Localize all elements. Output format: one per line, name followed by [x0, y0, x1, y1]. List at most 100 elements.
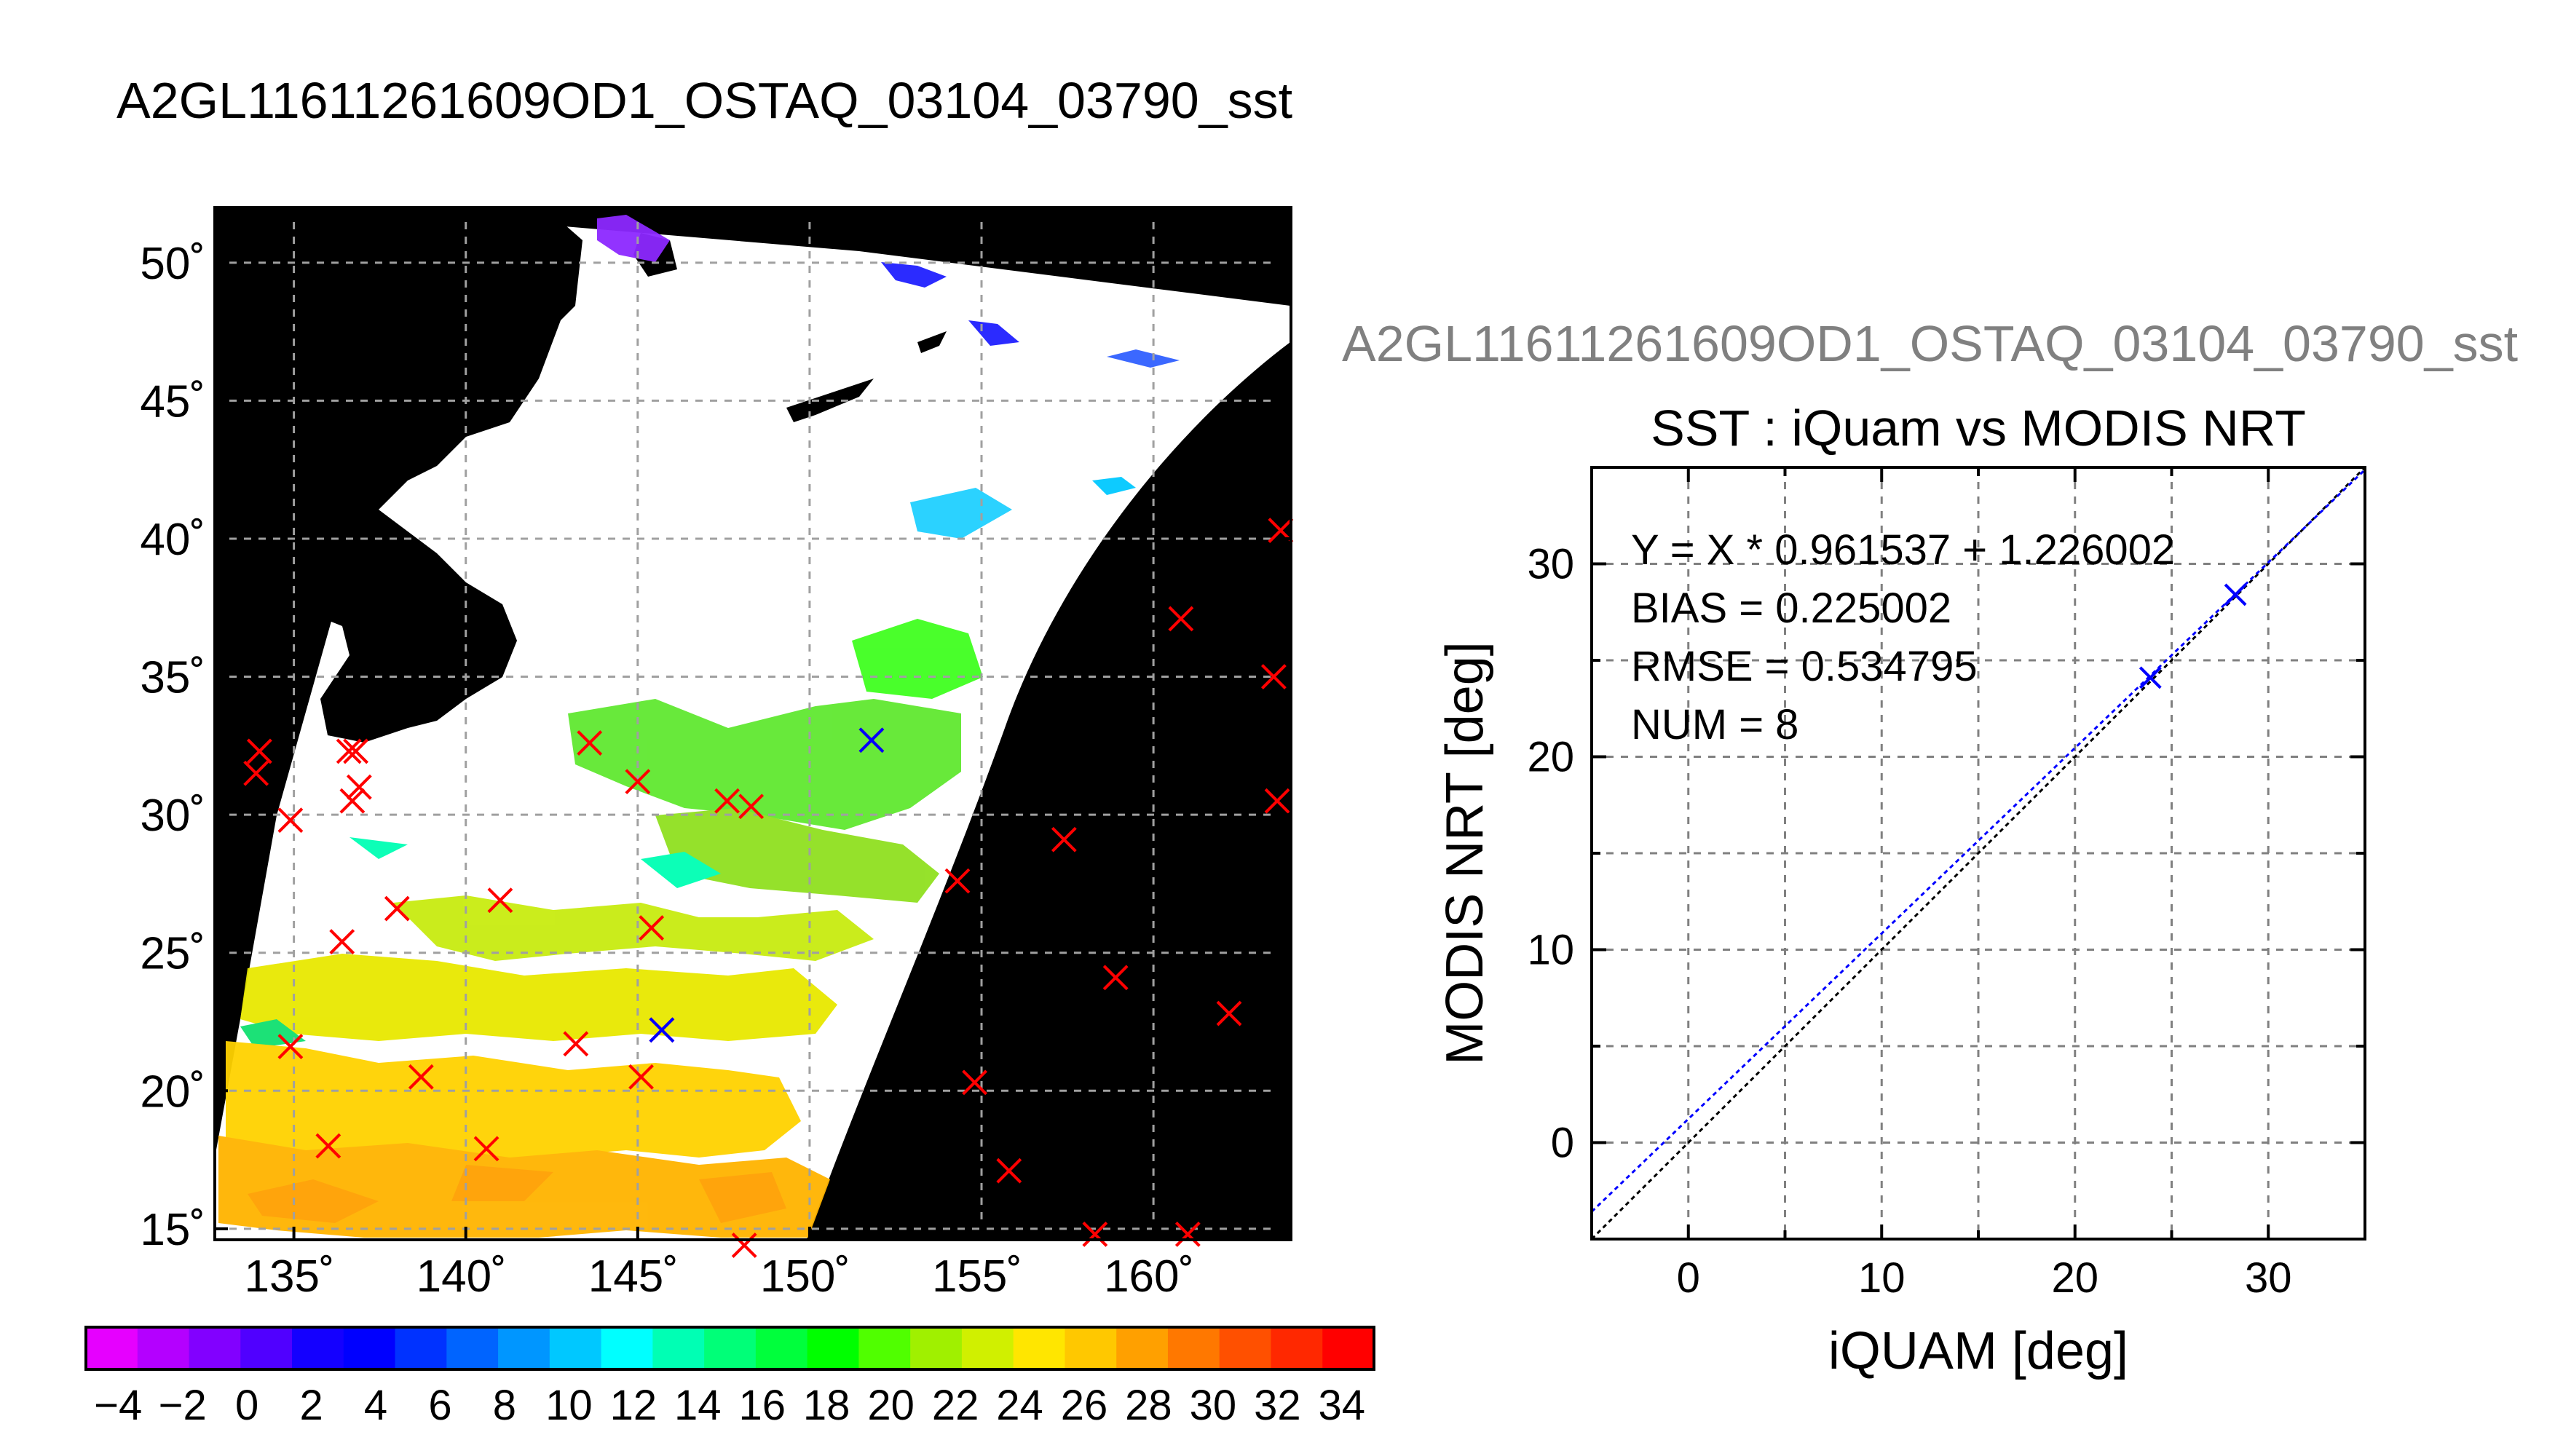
- scatter-annotations: Y = X * 0.961537 + 1.226002 BIAS = 0.2250…: [1631, 526, 2175, 748]
- colorbar-label: 22: [932, 1382, 979, 1429]
- colorbar-cell: [755, 1327, 808, 1369]
- map-lon-label: 145˚: [588, 1251, 679, 1302]
- scatter-y-tick-labels: 0 10 20 30: [1527, 541, 1574, 1167]
- scatter-ticks: [1590, 466, 2366, 1241]
- map-marker-0-0-stroke-b: [246, 738, 272, 764]
- colorbar-cell: [498, 1327, 550, 1369]
- colorbar-cell: [961, 1327, 1014, 1369]
- scatter-x-tick-label: 30: [2245, 1254, 2292, 1302]
- colorbar-label: 4: [364, 1382, 387, 1429]
- map-markers: [243, 518, 1294, 1258]
- map-marker-0-7: [384, 895, 410, 922]
- colorbar-cell: [549, 1327, 602, 1369]
- colorbar-cell: [1167, 1327, 1220, 1369]
- scatter-x-tick-label: 0: [1677, 1254, 1700, 1302]
- map-marker-0-1: [243, 760, 269, 786]
- map-marker-1-0-stroke-b: [858, 727, 885, 753]
- colorbar-label: 10: [545, 1382, 593, 1429]
- map-marker-0-1-stroke-b: [243, 760, 269, 786]
- map-lat-label: 50˚: [140, 239, 205, 289]
- map-marker-0-24-stroke-b: [277, 1034, 304, 1060]
- map-marker-0-16-stroke-b: [944, 868, 971, 894]
- map-marker-0-20-stroke-b: [1168, 606, 1194, 632]
- sst-colorbar: −4 −2 0 2 4 6 8 10 12 14 16 18 20 22 24 26 28 30 32 34: [84, 1326, 1375, 1429]
- colorbar-cell: [189, 1327, 242, 1369]
- scatter-annotation: RMSE = 0.534795: [1631, 643, 1978, 690]
- map-marker-0-32-stroke-b: [996, 1158, 1022, 1184]
- map-marker-0-22: [1260, 664, 1287, 689]
- colorbar-label: 20: [867, 1382, 915, 1429]
- map-marker-0-6: [339, 788, 366, 814]
- map-marker-0-31: [962, 1069, 987, 1096]
- scatter-annotation: NUM = 8: [1631, 701, 1798, 748]
- identity-line: [1592, 467, 2365, 1239]
- scatter-point-0-stroke-b: [2139, 666, 2162, 689]
- map-marker-0-11-stroke-b: [625, 769, 651, 795]
- colorbar-cell: [858, 1327, 912, 1369]
- map-marker-0-25: [408, 1064, 434, 1090]
- colorbar-label: 6: [428, 1382, 451, 1429]
- map-marker-0-18-stroke-b: [1102, 965, 1129, 991]
- map-marker-0-31-stroke-b: [962, 1069, 987, 1096]
- map-ticks: [215, 207, 1291, 1240]
- map-marker-0-25-stroke-b: [408, 1064, 434, 1090]
- map-marker-0-24: [277, 1034, 304, 1060]
- scatter-point-1-stroke-b: [2224, 583, 2247, 606]
- colorbar-cell: [137, 1327, 190, 1369]
- map-marker-0-26: [315, 1133, 341, 1159]
- map-marker-0-4-stroke-b: [343, 738, 369, 764]
- page-title: A2GL11611261609OD1_OSTAQ_03104_03790_sst: [117, 72, 1293, 129]
- map-marker-0-23-stroke-b: [1264, 788, 1290, 814]
- colorbar-cells: [86, 1327, 1375, 1369]
- colorbar-cell: [1219, 1327, 1272, 1369]
- map-marker-0-5: [346, 774, 372, 800]
- map-lat-labels: 15˚ 20˚ 25˚ 30˚ 35˚ 40˚ 45˚ 50˚: [140, 239, 205, 1255]
- map-marker-0-8: [329, 929, 355, 954]
- sst-map: 135˚ 140˚ 145˚ 150˚ 155˚ 160˚ 15˚ 20˚ 25˚ 30˚ 35˚…: [140, 206, 1294, 1302]
- map-gridlines: [215, 207, 1291, 1240]
- map-marker-0-9-stroke-b: [487, 887, 513, 914]
- map-marker-1-1-stroke-b: [649, 1017, 675, 1043]
- scatter-annotation: Y = X * 0.961537 + 1.226002: [1631, 526, 2175, 574]
- colorbar-label: 12: [610, 1382, 657, 1429]
- map-marker-0-9: [487, 887, 513, 914]
- scatter-annotation: BIAS = 0.225002: [1631, 585, 1951, 632]
- colorbar-cell: [601, 1327, 654, 1369]
- scatter-gridlines: [1592, 467, 2365, 1239]
- colorbar-labels: −4 −2 0 2 4 6 8 10 12 14 16 18 20 22 24 26 28 30 32 34: [94, 1382, 1365, 1429]
- colorbar-cell: [807, 1327, 860, 1369]
- map-marker-0-27: [473, 1136, 499, 1162]
- colorbar-cell: [343, 1327, 396, 1369]
- map-marker-1-1: [649, 1017, 675, 1043]
- map-marker-0-15-stroke-b: [639, 915, 665, 941]
- map-lon-label: 140˚: [416, 1251, 507, 1302]
- map-marker-0-29: [628, 1064, 654, 1090]
- map-marker-0-3: [336, 738, 362, 764]
- colorbar-cell: [910, 1327, 963, 1369]
- map-marker-0-33: [1082, 1222, 1108, 1247]
- map-marker-0-33-stroke-b: [1082, 1222, 1108, 1247]
- scatter-points: [2139, 583, 2247, 689]
- map-marker-0-34-stroke-b: [1174, 1222, 1201, 1247]
- colorbar-label: 26: [1061, 1382, 1108, 1429]
- map-marker-0-21-stroke-b: [1268, 518, 1294, 544]
- scatter-point-0: [2139, 666, 2162, 689]
- scatter-subtitle: A2GL11611261609OD1_OSTAQ_03104_03790_sst: [1342, 315, 2519, 372]
- colorbar-cell: [704, 1327, 757, 1369]
- map-marker-0-7-stroke-b: [384, 895, 410, 922]
- map-marker-0-0: [246, 738, 272, 764]
- scatter-x-tick-labels: 0 10 20 30: [1677, 1254, 2292, 1302]
- map-marker-0-2: [277, 807, 304, 834]
- colorbar-cell: [1065, 1327, 1118, 1369]
- map-marker-0-8-stroke-b: [329, 929, 355, 954]
- map-lon-label: 135˚: [245, 1251, 335, 1302]
- map-lat-label: 20˚: [140, 1067, 205, 1117]
- x-axis-label: iQUAM [deg]: [1828, 1322, 2128, 1380]
- map-marker-0-29-stroke-b: [628, 1064, 654, 1090]
- map-lat-label: 40˚: [140, 515, 205, 565]
- colorbar-cell: [446, 1327, 499, 1369]
- colorbar-cell: [292, 1327, 344, 1369]
- scatter-point-1: [2224, 583, 2247, 606]
- map-marker-0-17-stroke-b: [1051, 826, 1077, 852]
